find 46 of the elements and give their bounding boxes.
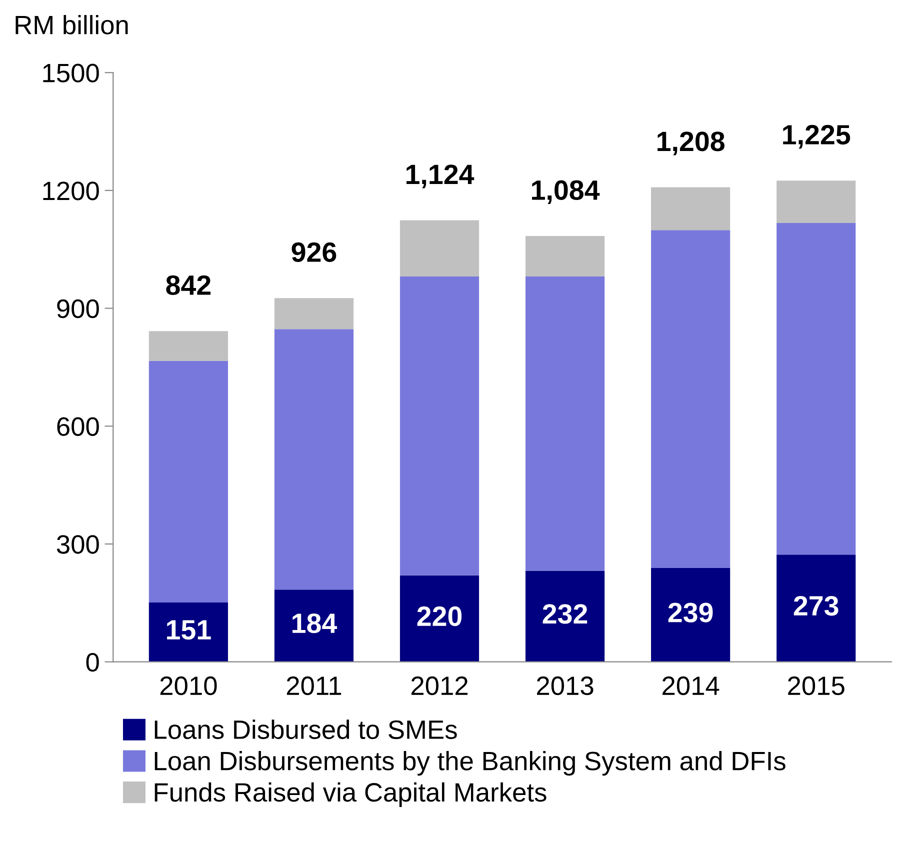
total-label: 1,084 bbox=[532, 180, 600, 204]
bar bbox=[148, 331, 228, 361]
bar bbox=[400, 220, 480, 276]
data-label: 184 bbox=[292, 613, 338, 634]
data-label: 239 bbox=[668, 602, 713, 622]
bar bbox=[274, 590, 354, 662]
bar bbox=[148, 360, 228, 603]
bar bbox=[651, 187, 730, 230]
x-tick-label: 2010 bbox=[160, 676, 217, 696]
bar bbox=[274, 329, 354, 590]
x-tick-label: 2011 bbox=[286, 676, 342, 696]
data-label: 220 bbox=[417, 606, 462, 626]
bar bbox=[776, 223, 856, 555]
y-tick-label: 900 bbox=[57, 299, 99, 318]
legend-label: Funds Raised via Capital Markets bbox=[154, 782, 546, 807]
bar bbox=[526, 236, 605, 276]
bar bbox=[274, 298, 354, 330]
bar bbox=[148, 602, 228, 662]
bar bbox=[526, 570, 605, 662]
y-tick-label: 600 bbox=[57, 417, 99, 436]
bar bbox=[651, 230, 730, 568]
total-label: 842 bbox=[166, 275, 211, 296]
y-tick-label: 300 bbox=[56, 535, 99, 554]
y-axis-title: RM billion bbox=[16, 15, 128, 34]
data-label: 232 bbox=[542, 604, 588, 624]
legend-label: Loans Disbursed to SMEs bbox=[154, 720, 457, 740]
data-label: 151 bbox=[167, 620, 211, 640]
data-label: 273 bbox=[794, 596, 838, 616]
x-tick-label: 2014 bbox=[662, 676, 720, 696]
total-label: 1,208 bbox=[658, 132, 724, 156]
y-tick-label: 1500 bbox=[43, 64, 99, 82]
y-tick-label: 0 bbox=[86, 652, 99, 672]
x-tick-label: 2013 bbox=[537, 676, 594, 696]
x-tick-label: 2012 bbox=[411, 676, 468, 696]
legend-label: Loan Disbursements by the Banking System and DFIs bbox=[154, 751, 786, 776]
bar bbox=[651, 568, 730, 662]
total-label: 1,124 bbox=[406, 164, 474, 188]
bar bbox=[400, 276, 480, 576]
total-label: 1,225 bbox=[783, 124, 850, 149]
x-tick-label: 2015 bbox=[788, 676, 844, 696]
y-tick-label: 1200 bbox=[43, 182, 99, 200]
bar bbox=[400, 575, 480, 662]
bar bbox=[776, 554, 856, 662]
bar bbox=[526, 276, 605, 571]
total-label: 926 bbox=[292, 242, 336, 262]
bar bbox=[776, 180, 856, 224]
